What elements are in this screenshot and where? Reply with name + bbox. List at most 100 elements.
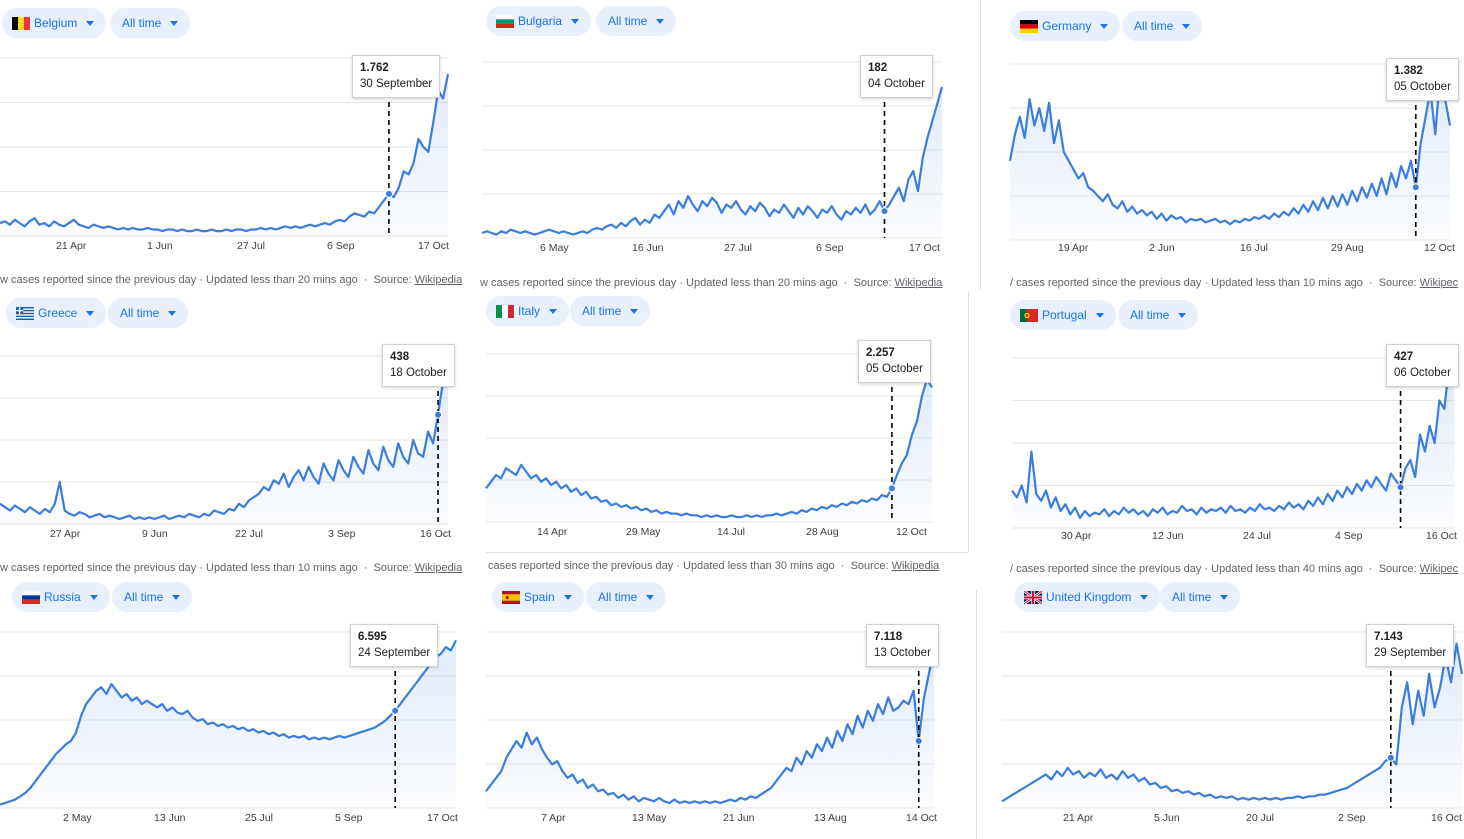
chart-footer: w cases reported since the previous day … — [0, 562, 462, 574]
x-tick-label: 24 Jul — [1243, 530, 1272, 542]
bulgaria-flag-icon — [496, 14, 514, 28]
series-line — [0, 372, 449, 521]
time-range-select-bulgaria[interactable]: All time — [596, 6, 677, 36]
source-label: Source: — [1378, 563, 1420, 575]
country-select-portugal[interactable]: Portugal — [1010, 300, 1116, 330]
line-chart-belgium[interactable] — [0, 38, 450, 237]
tooltip-date: 05 October — [866, 363, 923, 375]
time-range-label: All time — [1172, 590, 1212, 604]
country-select-belgium[interactable]: Belgium — [2, 8, 107, 38]
x-tick-label: 16 Jul — [1240, 242, 1269, 254]
chart-svg — [485, 353, 933, 523]
time-range-select-russia[interactable]: All time — [112, 582, 193, 612]
source-link[interactable]: Wikipec — [1419, 277, 1459, 289]
series-area — [1002, 643, 1462, 808]
caret-down-icon — [86, 310, 95, 316]
time-range-select-belgium[interactable]: All time — [110, 8, 191, 38]
series-line — [485, 378, 933, 519]
panel-divider — [486, 552, 968, 553]
source-link[interactable]: Wikipec — [1419, 563, 1459, 575]
x-tick-label: 17 Oct — [418, 240, 449, 252]
source-link[interactable]: Wikipedia — [891, 560, 940, 572]
source-link[interactable]: Wikipedia — [414, 562, 463, 574]
x-tick-label: 12 Oct — [1424, 242, 1455, 254]
time-range-select-greece[interactable]: All time — [108, 298, 189, 328]
footer-text: cases reported since the previous day · … — [488, 560, 851, 572]
hover-point — [887, 484, 896, 493]
country-select-bulgaria[interactable]: Bulgaria — [486, 6, 592, 36]
line-chart-spain[interactable] — [485, 612, 936, 809]
tooltip-date: 24 September — [358, 647, 431, 659]
x-tick-label: 17 Oct — [427, 812, 458, 824]
x-tick-label: 16 Oct — [420, 528, 451, 540]
caret-down-icon — [1140, 594, 1149, 600]
x-tick-label: 29 May — [626, 526, 661, 538]
line-chart-portugal[interactable] — [1011, 338, 1456, 529]
chart-panel-greece: Greece All time 27 Apr 9 Jun 22 Jul 3 Sep 16 O… — [0, 292, 478, 582]
series-line — [1008, 71, 1452, 226]
chart-panel-italy: Italy All time 14 Apr 29 May 14 Jul 28 Aug 12 … — [480, 292, 970, 582]
country-select-greece[interactable]: Greece — [6, 298, 107, 328]
source-link[interactable]: Wikipedia — [894, 277, 943, 289]
caret-down-icon — [86, 20, 95, 26]
tooltip-date: 06 October — [1394, 367, 1451, 379]
country-select-italy[interactable]: Italy — [486, 296, 570, 326]
chart-panel-belgium: Belgium All time 21 Apr 1 Jun 27 Jul 6 Sep 17 … — [0, 0, 478, 292]
x-tick-label: 6 May — [540, 242, 569, 254]
time-range-select-spain[interactable]: All time — [586, 582, 667, 612]
x-tick-label: 27 Jul — [724, 242, 753, 254]
tooltip-value: 182 — [868, 62, 888, 74]
source-link[interactable]: Wikipedia — [414, 274, 463, 286]
time-range-label: All time — [122, 16, 162, 30]
series-line — [0, 639, 457, 806]
x-tick-label: 29 Aug — [1331, 242, 1364, 254]
tooltip: 438 18 October — [382, 344, 455, 387]
x-tick-label: 21 Apr — [56, 240, 87, 252]
tooltip: 1.382 05 October — [1386, 58, 1459, 101]
x-tick-label: 2 May — [63, 812, 92, 824]
line-chart-italy[interactable] — [485, 334, 933, 523]
series-area — [486, 648, 934, 808]
x-tick-label: 12 Oct — [896, 526, 927, 538]
x-tick-label: 7 Apr — [541, 812, 566, 824]
line-chart-greece[interactable] — [0, 336, 449, 525]
line-chart-russia[interactable] — [0, 612, 457, 809]
chart-svg — [0, 355, 449, 525]
chart-svg — [481, 61, 944, 239]
caret-down-icon — [1178, 312, 1187, 318]
x-tick-label: 14 Apr — [537, 526, 568, 538]
spain-flag-icon — [502, 590, 520, 604]
x-tick-label: 14 Oct — [906, 812, 937, 824]
time-range-select-germany[interactable]: All time — [1122, 11, 1203, 41]
tooltip: 1.762 30 September — [352, 55, 441, 98]
time-range-select-italy[interactable]: All time — [570, 296, 651, 326]
hover-point — [384, 189, 393, 198]
hover-point — [1396, 483, 1405, 492]
series-area — [1012, 366, 1454, 528]
country-select-germany[interactable]: Germany — [1010, 11, 1121, 41]
time-range-select-portugal[interactable]: All time — [1118, 300, 1199, 330]
country-select-russia[interactable]: Russia — [12, 582, 110, 612]
line-chart-germany[interactable] — [1008, 44, 1452, 241]
hover-point — [914, 736, 923, 745]
series-area — [1010, 72, 1450, 240]
line-chart-bulgaria[interactable] — [481, 42, 944, 239]
belgium-flag-icon — [12, 16, 30, 30]
tooltip-value: 1.382 — [1394, 65, 1423, 77]
country-label: Portugal — [1042, 308, 1087, 322]
caret-down-icon — [563, 594, 572, 600]
country-label: Germany — [1042, 19, 1092, 33]
tooltip: 2.257 05 October — [858, 340, 931, 383]
time-range-label: All time — [1134, 19, 1174, 33]
series-line — [0, 73, 450, 233]
country-select-spain[interactable]: Spain — [492, 582, 584, 612]
x-tick-label: 27 Jul — [237, 240, 266, 252]
x-tick-label: 17 Oct — [909, 242, 940, 254]
country-label: Belgium — [34, 16, 78, 30]
x-tick-label: 20 Jul — [1246, 812, 1275, 824]
x-tick-label: 25 Jul — [245, 812, 274, 824]
tooltip-value: 7.118 — [874, 631, 903, 643]
country-select-uk[interactable]: United Kingdom — [1014, 582, 1161, 612]
time-range-select-uk[interactable]: All time — [1160, 582, 1241, 612]
x-tick-label: 6 Sep — [327, 240, 355, 252]
